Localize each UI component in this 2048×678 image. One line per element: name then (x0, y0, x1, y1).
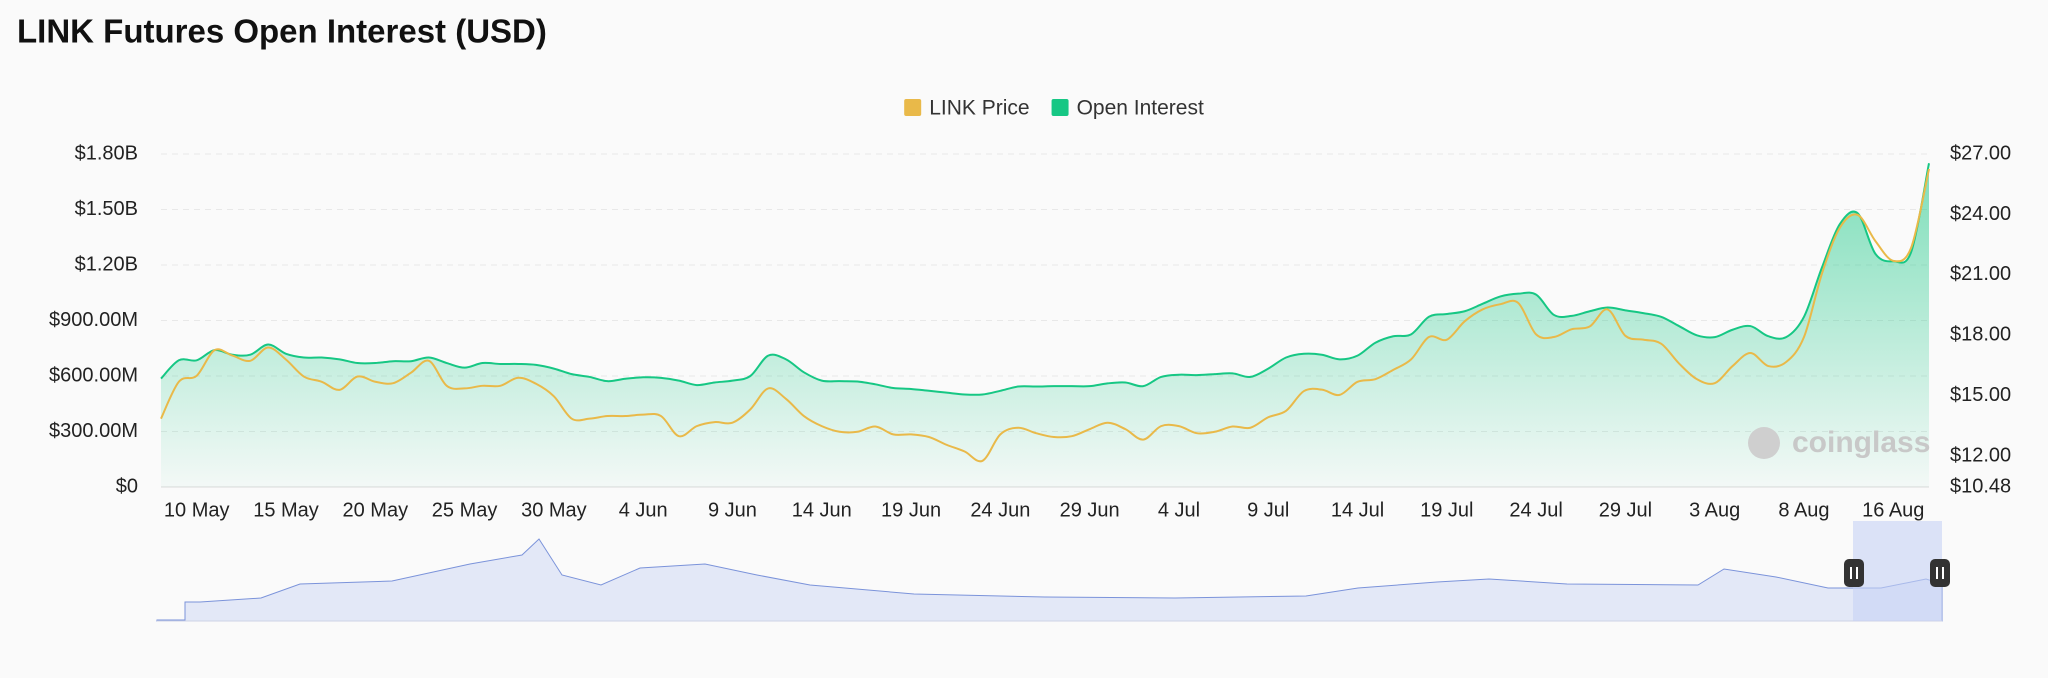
x-tick-label: 3 Aug (1689, 499, 1740, 521)
x-tick-label: 8 Aug (1778, 499, 1829, 521)
x-tick-label: 29 Jul (1599, 499, 1652, 521)
y2-tick-label: $21.00 (1950, 263, 2011, 285)
chart-title: LINK Futures Open Interest (USD) (17, 13, 547, 50)
x-tick-label: 14 Jul (1331, 499, 1384, 521)
y-tick-label: $600.00M (49, 364, 138, 386)
area-line (160, 163, 1930, 396)
y2-tick-label: $24.00 (1950, 203, 2011, 225)
x-tick-label: 29 Jun (1060, 499, 1120, 521)
watermark: coinglass (1748, 426, 1930, 459)
y-tick-label: $1.20B (75, 253, 138, 275)
x-tick-label: 16 Aug (1862, 499, 1924, 521)
y-tick-label: $0 (116, 475, 138, 497)
x-tick-label: 19 Jun (881, 499, 941, 521)
navigator[interactable] (156, 521, 1950, 622)
x-tick-label: 30 May (521, 499, 587, 521)
line (160, 168, 1930, 463)
navigator-selection[interactable] (1853, 521, 1942, 621)
x-tick-label: 19 Jul (1420, 499, 1473, 521)
x-tick-label: 10 May (164, 499, 230, 521)
y2-tick-label: $15.00 (1950, 384, 2011, 406)
x-tick-label: 24 Jun (970, 499, 1030, 521)
area-fill (161, 163, 1929, 487)
x-tick-label: 25 May (432, 499, 498, 521)
x-tick-label: 14 Jun (792, 499, 852, 521)
x-tick-label: 4 Jul (1158, 499, 1200, 521)
y-tick-label: $900.00M (49, 309, 138, 331)
navigator-handle-right[interactable] (1930, 559, 1950, 587)
watermark-icon (1748, 427, 1780, 459)
x-tick-label: 15 May (253, 499, 319, 521)
x-tick-label: 20 May (343, 499, 409, 521)
x-tick-label: 9 Jul (1247, 499, 1289, 521)
watermark-text: coinglass (1792, 426, 1930, 459)
legend: LINK Price Open Interest (904, 97, 1204, 120)
y-tick-label: $1.80B (75, 142, 138, 164)
legend-label: LINK Price (929, 97, 1029, 120)
navigator-handle-left[interactable] (1844, 559, 1864, 587)
y2-tick-label: $27.00 (1950, 142, 2011, 164)
x-tick-label: 4 Jun (619, 499, 668, 521)
navigator-series (156, 538, 1943, 622)
y2-tick-label: $12.00 (1950, 445, 2011, 467)
y2-tick-label: $18.00 (1950, 324, 2011, 346)
legend-swatch (904, 99, 922, 116)
y-tick-label: $1.50B (75, 198, 138, 220)
x-tick-label: 24 Jul (1509, 499, 1562, 521)
y2-tick-label: $10.48 (1950, 475, 2011, 497)
legend-label: Open Interest (1077, 97, 1204, 120)
legend-swatch (1051, 99, 1069, 116)
y-tick-label: $300.00M (49, 420, 138, 442)
x-tick-label: 9 Jun (708, 499, 757, 521)
